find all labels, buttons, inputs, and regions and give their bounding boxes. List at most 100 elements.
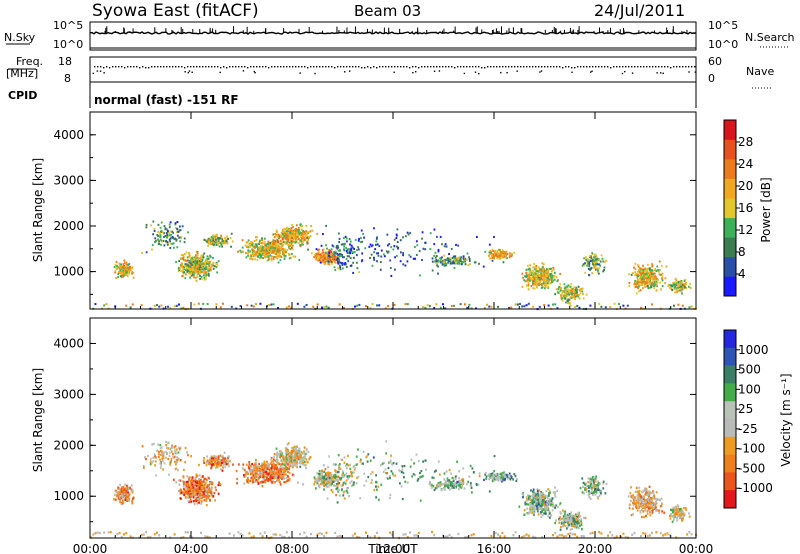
echo-cell xyxy=(252,473,255,477)
echo-cell xyxy=(336,244,339,247)
echo-cell xyxy=(305,224,308,227)
echo-cell xyxy=(269,478,271,481)
echo-cell xyxy=(213,459,216,462)
echo-cell xyxy=(325,255,328,258)
echo-cell xyxy=(194,268,197,271)
echo-cell xyxy=(330,259,333,262)
echo-cell xyxy=(207,490,210,493)
freq-dot xyxy=(235,66,237,68)
echo-cell xyxy=(131,499,134,503)
echo-cell xyxy=(321,306,323,309)
echo-cell xyxy=(219,454,222,457)
echo-cell xyxy=(272,250,275,253)
echo-cell xyxy=(379,261,382,264)
echo-cell xyxy=(262,480,265,483)
noise-right-label: N.Search xyxy=(745,31,795,44)
echo-cell xyxy=(185,269,188,272)
echo-cell xyxy=(673,304,675,307)
echo-cell xyxy=(566,290,569,293)
echo-cell xyxy=(331,244,334,247)
freq-dot xyxy=(355,66,357,68)
colorbar-tick-label: 24 xyxy=(738,157,753,171)
echo-cell xyxy=(192,273,195,276)
freq-dot xyxy=(388,66,390,68)
echo-cell xyxy=(578,297,581,300)
echo-cell xyxy=(269,462,272,465)
echo-cell xyxy=(628,273,630,276)
freq-dot xyxy=(673,66,675,68)
echo-cell xyxy=(262,474,265,477)
echo-cell xyxy=(341,256,344,259)
echo-cell xyxy=(204,481,207,485)
echo-cell xyxy=(284,480,287,484)
echo-cell xyxy=(434,256,437,259)
echo-cell xyxy=(555,276,558,279)
freq-dot xyxy=(238,66,240,68)
echo-cell xyxy=(678,287,681,290)
echo-cell xyxy=(145,223,148,226)
freq-dot xyxy=(643,66,645,68)
echo-cell xyxy=(283,481,286,484)
echo-cell xyxy=(182,475,185,478)
freq-dot xyxy=(694,66,696,68)
echo-cell xyxy=(526,279,528,282)
echo-cell xyxy=(336,257,339,260)
freq-dot xyxy=(463,66,465,68)
echo-cell xyxy=(304,232,306,235)
echo-cell xyxy=(653,272,656,275)
echo-cell xyxy=(192,489,195,493)
echo-cell xyxy=(191,272,194,275)
echo-cell xyxy=(192,479,195,483)
echo-cell xyxy=(209,480,211,484)
echo-cell xyxy=(187,496,189,499)
echo-cell xyxy=(635,272,638,275)
freq-dot xyxy=(196,66,198,68)
echo-cell xyxy=(264,246,267,249)
echo-cell xyxy=(653,276,655,279)
echo-cell xyxy=(254,462,257,465)
echo-cell xyxy=(266,464,269,467)
echo-cell xyxy=(292,229,295,232)
echo-cell xyxy=(676,281,679,284)
echo-cell xyxy=(251,479,254,482)
echo-cell xyxy=(211,238,213,242)
echo-cell xyxy=(206,459,209,463)
echo-cell xyxy=(261,241,264,244)
echo-cell xyxy=(684,286,686,289)
echo-cell xyxy=(542,263,545,266)
echo-cell xyxy=(462,255,465,258)
echo-cell xyxy=(586,258,589,261)
echo-cell xyxy=(641,271,644,274)
echo-cell xyxy=(216,271,219,274)
echo-cell xyxy=(202,487,204,490)
echo-cell xyxy=(443,259,446,262)
echo-cell xyxy=(545,284,548,287)
echo-cell xyxy=(193,272,196,275)
echo-cell xyxy=(117,497,120,500)
echo-cell xyxy=(352,261,355,264)
echo-cell xyxy=(192,265,195,268)
nave-dot xyxy=(415,71,417,73)
echo-cell xyxy=(653,286,656,290)
echo-cell xyxy=(651,262,654,266)
echo-cell xyxy=(525,275,528,278)
echo-cell xyxy=(230,245,232,248)
echo-cell xyxy=(591,259,594,262)
echo-cell xyxy=(96,531,99,534)
echo-cell xyxy=(203,499,206,502)
echo-cell xyxy=(567,293,569,296)
echo-cell xyxy=(283,470,286,474)
echo-cell xyxy=(280,454,283,458)
freq-dot xyxy=(661,66,663,68)
echo-cell xyxy=(504,252,507,255)
echo-cell xyxy=(249,470,251,473)
echo-cell xyxy=(643,272,646,275)
echo-cell xyxy=(200,531,202,535)
echo-cell xyxy=(340,535,343,538)
echo-cell xyxy=(283,241,286,244)
echo-cell xyxy=(636,282,638,285)
echo-cell xyxy=(125,484,128,487)
echo-cell xyxy=(288,244,291,247)
echo-cell xyxy=(545,273,547,276)
echo-cell xyxy=(281,471,284,474)
